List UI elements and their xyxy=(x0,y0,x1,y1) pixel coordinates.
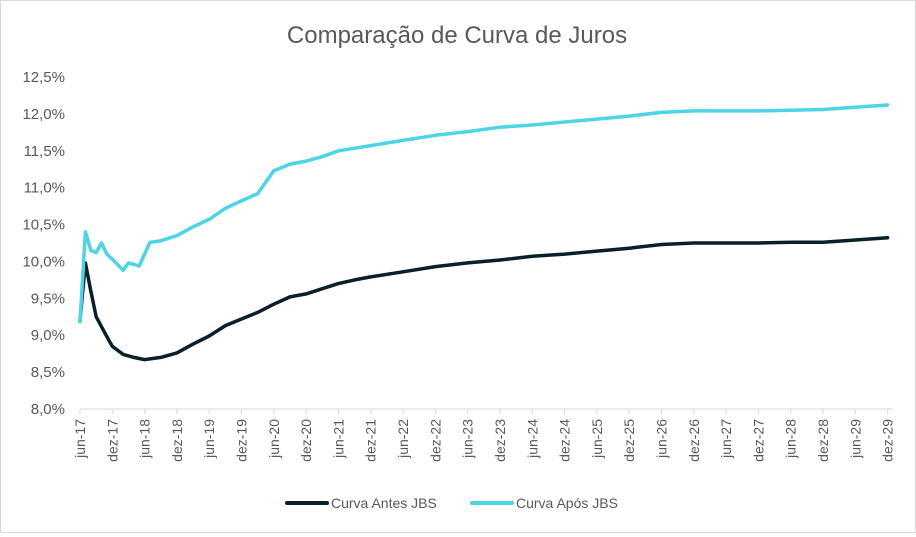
x-tick-label: dez-23 xyxy=(492,419,508,462)
series-line-1 xyxy=(78,236,890,362)
x-tick-label: jun-18 xyxy=(137,419,153,459)
x-tick-label: dez-18 xyxy=(169,419,185,462)
x-tick-label: dez-26 xyxy=(686,419,702,462)
y-tick-label: 9,5% xyxy=(31,290,65,307)
x-tick-label: jun-26 xyxy=(653,419,669,459)
x-tick-label: dez-24 xyxy=(557,419,573,462)
x-tick-label: jun-19 xyxy=(201,419,217,459)
y-tick-label: 12,5% xyxy=(22,69,65,86)
y-tick-label: 9,0% xyxy=(31,327,65,344)
series-line-2 xyxy=(78,103,890,324)
y-tick-label: 11,5% xyxy=(24,143,65,160)
x-tick-label: jun-20 xyxy=(266,419,282,459)
x-tick-label: dez-19 xyxy=(234,419,250,462)
x-tick-label: jun-27 xyxy=(718,419,734,459)
x-tick-label: jun-23 xyxy=(460,419,476,459)
y-tick-label: 10,0% xyxy=(22,253,65,270)
x-tick-label: jun-25 xyxy=(589,419,605,459)
x-tick-label: dez-27 xyxy=(750,419,766,462)
x-tick-label: dez-21 xyxy=(363,419,379,462)
x-tick-label: dez-22 xyxy=(427,419,443,462)
y-tick-label: 8,0% xyxy=(31,401,65,418)
x-tick-label: jun-22 xyxy=(395,419,411,459)
x-tick-label: dez-25 xyxy=(621,419,637,462)
legend-label-1: Curva Antes JBS xyxy=(331,495,437,511)
x-tick-label: jun-17 xyxy=(72,419,88,459)
y-tick-label: 12,0% xyxy=(22,106,65,123)
y-tick-label: 8,5% xyxy=(31,364,65,381)
x-axis: jun-17 dez-17 jun-18 dez-18 jun-19 dez-19 jun-… xyxy=(72,408,896,462)
x-tick-label: jun-21 xyxy=(330,419,346,459)
plot-area xyxy=(78,103,890,362)
x-tick-label: dez-28 xyxy=(815,419,831,462)
x-tick-label: jun-29 xyxy=(847,419,863,459)
legend-label-2: Curva Após JBS xyxy=(516,495,618,511)
x-tick-label: dez-17 xyxy=(104,419,120,462)
x-tick-label: dez-20 xyxy=(298,419,314,462)
x-tick-label: jun-24 xyxy=(524,419,540,459)
legend: Curva Antes JBS Curva Após JBS xyxy=(285,495,618,511)
x-tick-label: jun-28 xyxy=(783,419,799,459)
y-tick-label: 11,0% xyxy=(24,180,65,197)
x-tick-label: dez-29 xyxy=(880,419,896,462)
y-tick-label: 10,5% xyxy=(22,217,65,234)
y-axis: 8,0% 8,5% 9,0% 9,5% 10,0% 10,5% 11,0% 11,5% 12,0… xyxy=(22,69,65,418)
chart-title: Comparação de Curva de Juros xyxy=(287,22,627,49)
